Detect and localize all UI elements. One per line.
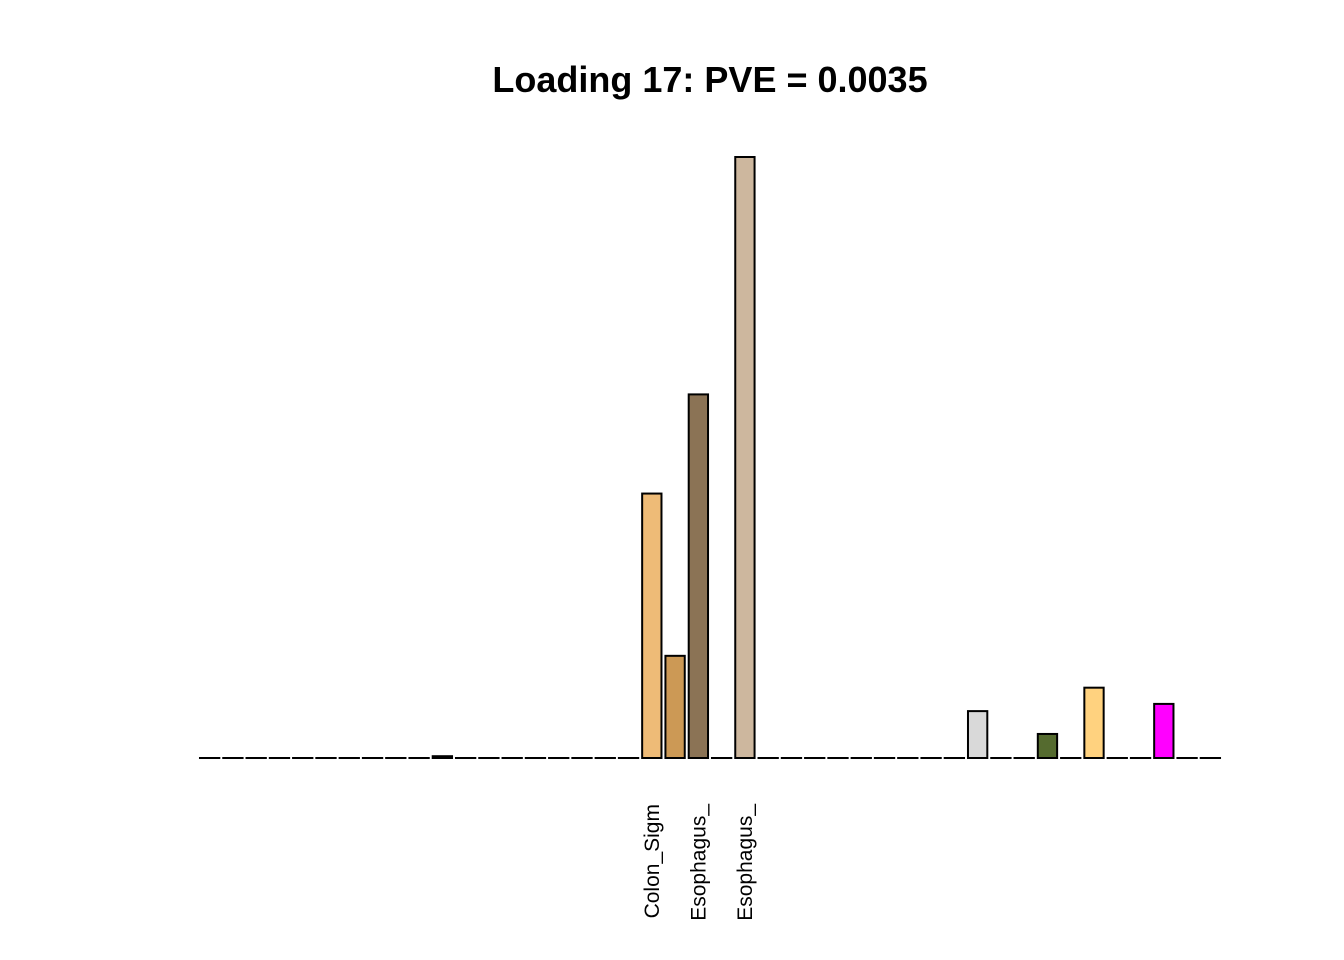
bars-group	[198, 156, 1222, 760]
tick-label-23: Esophagus_	[734, 804, 757, 921]
bar-38	[1083, 686, 1105, 759]
bar-10	[431, 755, 454, 760]
chart-title: Loading 17: PVE = 0.0035	[492, 59, 927, 100]
tick-label-21: Esophagus_	[687, 804, 710, 921]
bar-21	[687, 393, 710, 759]
tick-labels-group: Colon_Sigm Esophagus_ Esophagus_	[641, 804, 757, 921]
bar-41	[1153, 702, 1175, 759]
bar-20	[664, 654, 686, 760]
bar-19	[641, 492, 663, 759]
bar-33	[966, 710, 989, 759]
bar-23	[734, 156, 756, 759]
bar-36	[1036, 732, 1059, 760]
tick-label-19: Colon_Sigm	[641, 804, 664, 918]
